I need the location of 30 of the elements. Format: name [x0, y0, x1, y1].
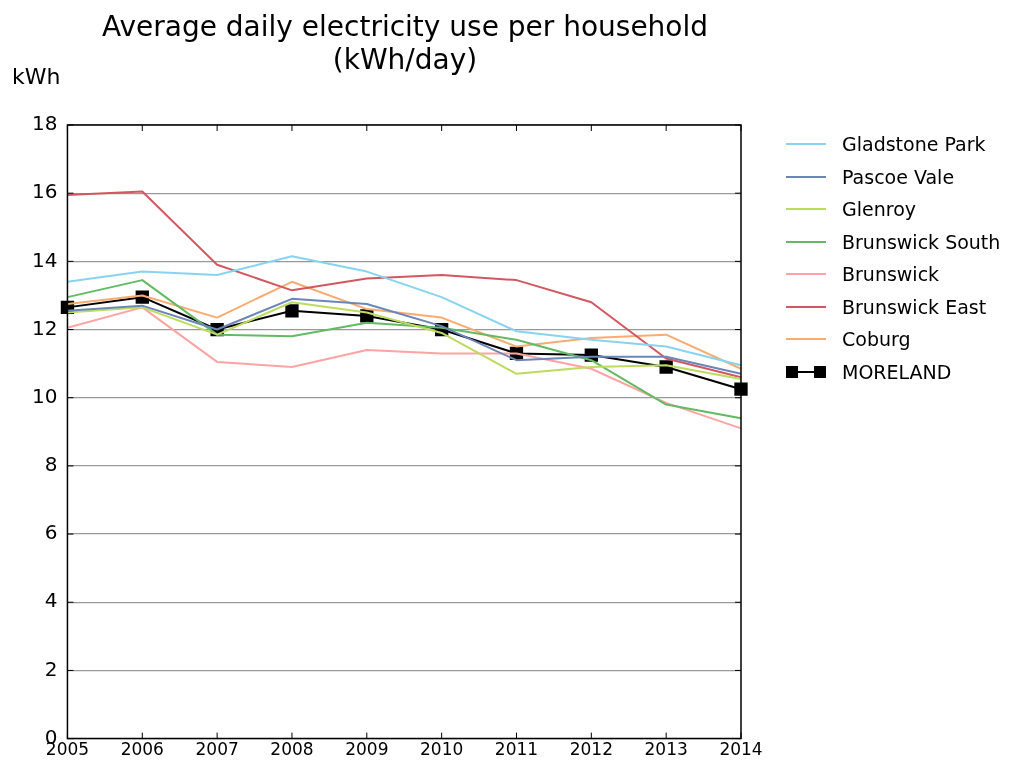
- y-tick-label: 2: [44, 656, 58, 681]
- point: [285, 304, 299, 318]
- y-tick-label: 14: [32, 247, 58, 272]
- legend-label: Glenroy: [842, 198, 916, 221]
- x-tick-label: 2008: [270, 739, 314, 760]
- legend-label: Brunswick East: [842, 295, 987, 318]
- legend-label: Brunswick South: [842, 230, 1001, 253]
- point: [734, 382, 748, 396]
- chart-title: Average daily electricity use per household (kWh/day): [101, 10, 709, 76]
- legend-label: Coburg: [842, 328, 911, 351]
- y-tick-label: 18: [32, 111, 58, 136]
- x-tick-label: 2007: [195, 739, 239, 760]
- y-tick-label: 6: [44, 520, 58, 545]
- x-tick-label: 2010: [420, 739, 464, 760]
- legend-label: MORELAND: [842, 360, 952, 383]
- x-tick-label: 2012: [569, 739, 613, 760]
- y-tick-label: 16: [32, 179, 58, 204]
- y-tick-label: 12: [32, 315, 58, 340]
- x-tick-label: 2014: [719, 739, 763, 760]
- legend-label: Brunswick: [842, 263, 940, 286]
- legend-label: Gladstone Park: [842, 133, 986, 156]
- y-axis-title: kWh: [12, 64, 61, 89]
- x-tick-label: 2013: [644, 739, 688, 760]
- x-tick-label: 2009: [345, 739, 389, 760]
- y-tick-label: 4: [44, 588, 58, 613]
- y-tick-label: 8: [44, 452, 58, 477]
- legend-label: Pascoe Vale: [842, 165, 955, 188]
- x-tick-label: 2011: [494, 739, 539, 760]
- x-tick-label: 2006: [120, 739, 164, 760]
- y-tick-label: 10: [32, 383, 58, 408]
